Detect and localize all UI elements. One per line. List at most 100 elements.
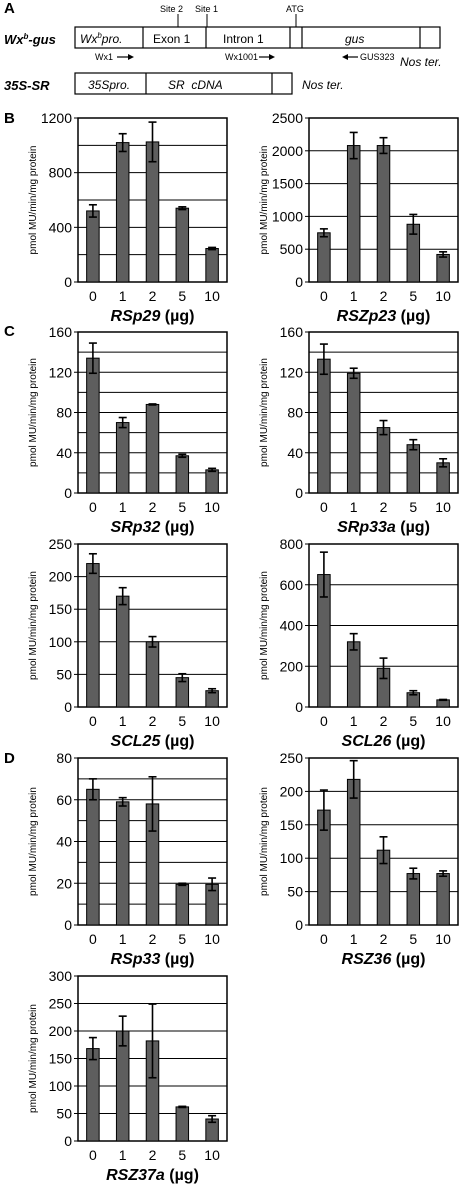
error-bar bbox=[208, 687, 217, 694]
bar bbox=[115, 142, 130, 283]
y-tick-label: 0 bbox=[295, 485, 303, 501]
x-tick-label: 1 bbox=[119, 288, 127, 304]
y-tick-label: 120 bbox=[280, 364, 304, 380]
y-tick-label: 400 bbox=[49, 219, 73, 235]
error-bar bbox=[409, 689, 418, 696]
y-tick-label: 100 bbox=[280, 850, 304, 866]
error-bar bbox=[349, 131, 358, 160]
y-axis-label: pmol MU/min/mg protein bbox=[28, 358, 39, 467]
error-bar bbox=[319, 343, 328, 376]
bar bbox=[86, 357, 100, 494]
x-tick-label: 0 bbox=[320, 931, 328, 947]
bar bbox=[145, 141, 160, 283]
y-tick-label: 250 bbox=[280, 750, 304, 766]
error-bar bbox=[439, 870, 448, 878]
bar bbox=[205, 469, 219, 494]
error-bar bbox=[409, 438, 418, 451]
bar bbox=[145, 403, 160, 494]
error-bar bbox=[88, 342, 97, 375]
panel-label-c: C bbox=[4, 323, 15, 340]
chart-scl25: 0 50 100 150 200 250 pmol MU/min/mg protein 0 1 2… bbox=[28, 536, 228, 750]
chart-srp32: 0 40 80 120 160 pmol MU/min/mg protein 0 1 2 5 10 S… bbox=[28, 324, 228, 536]
y-tick-label: 150 bbox=[49, 601, 73, 617]
x-axis-label: SRp32 (µg) bbox=[111, 519, 195, 536]
y-tick-label: 40 bbox=[56, 445, 72, 461]
x-tick-label: 1 bbox=[350, 288, 358, 304]
x-tick-label: 0 bbox=[89, 288, 97, 304]
error-bar bbox=[349, 367, 358, 380]
x-tick-label: 1 bbox=[350, 713, 358, 729]
y-axis-label: pmol MU/min/mg protein bbox=[259, 358, 270, 467]
y-tick-label: 250 bbox=[49, 536, 73, 552]
y-tick-label: 600 bbox=[280, 577, 304, 593]
error-bar bbox=[148, 635, 157, 648]
error-bar bbox=[349, 759, 358, 799]
construct-diagram: Wxb-gus Wxbpro. Exon 1 Intron 1 gus Nos … bbox=[4, 4, 442, 95]
x-tick-label: 10 bbox=[204, 1147, 220, 1163]
error-bar bbox=[118, 416, 127, 429]
y-tick-label: 150 bbox=[49, 1051, 73, 1067]
error-bar bbox=[319, 228, 328, 238]
chart-scl26: 0 200 400 600 800 pmol MU/min/mg protein 0 1 2 5 1… bbox=[259, 536, 459, 750]
construct2-box bbox=[74, 72, 293, 95]
y-tick-label: 50 bbox=[287, 884, 303, 900]
primer-wx1001-label: Wx1001 bbox=[225, 52, 258, 62]
y-tick-label: 0 bbox=[295, 699, 303, 715]
y-axis-label: pmol MU/min/mg protein bbox=[28, 787, 39, 896]
atg-label: ATG bbox=[286, 4, 304, 14]
primer-wx1001-arrow bbox=[259, 54, 275, 60]
error-bar bbox=[208, 1114, 217, 1124]
x-axis-label: SCL25 (µg) bbox=[111, 733, 195, 750]
error-bar bbox=[148, 121, 157, 163]
construct1-label: Wxb-gus bbox=[4, 32, 56, 47]
y-tick-label: 40 bbox=[56, 834, 72, 850]
error-bar bbox=[88, 203, 97, 218]
x-tick-label: 2 bbox=[380, 499, 388, 515]
y-tick-label: 2500 bbox=[272, 110, 303, 126]
bar bbox=[406, 873, 421, 926]
error-bar bbox=[319, 551, 328, 598]
y-tick-label: 200 bbox=[49, 569, 73, 585]
y-tick-label: 400 bbox=[280, 618, 304, 634]
x-axis-label: RSp33 (µg) bbox=[111, 951, 195, 968]
x-tick-label: 0 bbox=[89, 499, 97, 515]
y-axis-label: pmol MU/min/mg protein bbox=[259, 146, 270, 255]
y-tick-label: 1000 bbox=[272, 208, 303, 224]
x-tick-label: 1 bbox=[119, 1147, 127, 1163]
x-axis-label: RSp29 (µg) bbox=[111, 308, 195, 325]
chart-rsp29: 0 400 800 1200 pmol MU/min/mg protein 0 1 2 5 10 R… bbox=[28, 110, 228, 325]
x-tick-label: 0 bbox=[89, 1147, 97, 1163]
error-bar bbox=[118, 1015, 127, 1047]
y-tick-label: 160 bbox=[49, 324, 73, 340]
error-bar bbox=[88, 778, 97, 801]
error-bar bbox=[118, 132, 127, 153]
exon1-label: Exon 1 bbox=[153, 32, 191, 46]
x-tick-label: 2 bbox=[380, 288, 388, 304]
x-axis-label: RSZ37a (µg) bbox=[106, 1167, 199, 1184]
y-tick-label: 40 bbox=[287, 445, 303, 461]
y-tick-label: 100 bbox=[49, 634, 73, 650]
x-axis-label: RSZp23 (µg) bbox=[337, 308, 431, 325]
y-tick-label: 0 bbox=[64, 1133, 72, 1149]
error-bar bbox=[349, 632, 358, 651]
y-tick-label: 0 bbox=[295, 274, 303, 290]
y-tick-label: 200 bbox=[49, 1023, 73, 1039]
x-tick-label: 10 bbox=[435, 713, 451, 729]
x-tick-label: 10 bbox=[204, 931, 220, 947]
y-tick-label: 0 bbox=[64, 274, 72, 290]
bar bbox=[346, 145, 361, 283]
y-tick-label: 1500 bbox=[272, 176, 303, 192]
bar bbox=[86, 210, 100, 283]
promoter-wx-label: Wxbpro. bbox=[80, 31, 122, 46]
y-tick-label: 120 bbox=[49, 364, 73, 380]
error-bar bbox=[178, 672, 187, 683]
error-bar bbox=[178, 1105, 187, 1109]
bar bbox=[205, 248, 219, 283]
error-bar bbox=[208, 246, 217, 251]
y-tick-label: 800 bbox=[49, 165, 73, 181]
error-bar bbox=[409, 213, 418, 235]
chart-rsp33: 0 20 40 60 80 pmol MU/min/mg protein 0 1 2 5 10 RSp… bbox=[28, 750, 228, 968]
x-tick-label: 0 bbox=[320, 288, 328, 304]
construct2-label: 35S-SR bbox=[4, 78, 50, 93]
y-tick-label: 1200 bbox=[41, 110, 72, 126]
